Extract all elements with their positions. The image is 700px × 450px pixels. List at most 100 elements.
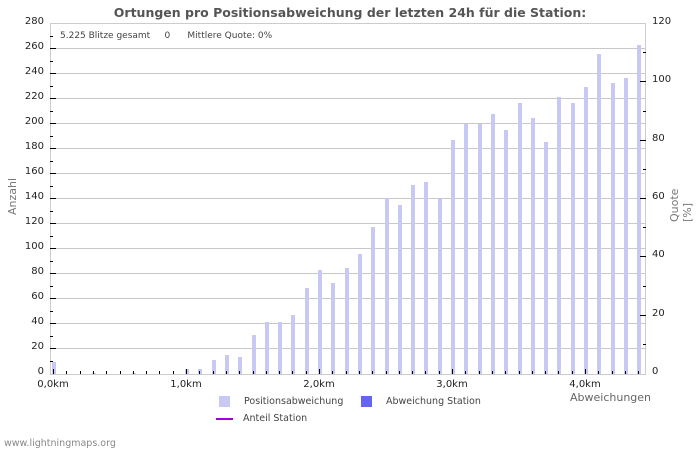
y-tick-label: 0 xyxy=(37,366,44,377)
legend-item-positionsabweichung: Positionsabweichung xyxy=(219,396,343,407)
x-tick xyxy=(425,371,427,374)
y-tick-label: 140 xyxy=(24,191,44,202)
bar xyxy=(424,181,429,374)
bar xyxy=(504,130,509,374)
y-right-tick-label: 120 xyxy=(652,16,672,27)
x-tick xyxy=(638,371,640,374)
y-tick-label: 260 xyxy=(24,41,44,52)
y-tick xyxy=(50,223,56,224)
bar xyxy=(344,267,349,374)
y-tick xyxy=(50,35,53,37)
x-tick xyxy=(186,369,187,374)
y-tick xyxy=(50,298,56,299)
bar xyxy=(570,102,575,374)
x-tick xyxy=(53,369,54,374)
bar xyxy=(357,254,362,374)
bar xyxy=(623,77,628,374)
y-right-tick xyxy=(643,285,646,287)
y-right-tick-label: 80 xyxy=(652,132,665,144)
y-tick xyxy=(50,185,53,187)
x-tick xyxy=(106,371,108,374)
y-tick-label: 160 xyxy=(24,166,44,177)
x-tick xyxy=(332,371,334,374)
x-tick xyxy=(279,371,281,374)
y-tick xyxy=(50,98,56,99)
y-right-tick xyxy=(643,343,646,345)
legend-line-icon xyxy=(216,417,233,420)
y-right-tick-label: 100 xyxy=(652,74,672,86)
y-tick xyxy=(50,348,56,349)
y-tick xyxy=(50,310,53,312)
x-tick xyxy=(611,371,613,374)
x-tick xyxy=(319,369,320,374)
x-tick xyxy=(225,371,227,374)
legend-label: Abweichung Station xyxy=(386,396,481,407)
bar xyxy=(52,361,56,374)
y-tick-label: 100 xyxy=(24,241,44,252)
y-right-tick-label: 60 xyxy=(652,191,665,202)
y-tick xyxy=(50,123,56,124)
bar xyxy=(597,54,602,374)
y-right-tick xyxy=(640,314,646,316)
y-tick xyxy=(50,160,53,162)
y-tick-label: 120 xyxy=(24,216,44,227)
bar xyxy=(490,114,495,374)
gridline xyxy=(51,198,645,199)
y-tick-label: 280 xyxy=(24,16,44,27)
y-tick xyxy=(50,110,53,112)
y-tick xyxy=(50,60,53,62)
y-tick xyxy=(50,335,53,337)
y-right-tick xyxy=(640,256,646,258)
bar xyxy=(517,102,522,374)
y-tick-label: 220 xyxy=(24,91,44,102)
x-tick xyxy=(212,371,214,374)
y-axis-title-right: Quote [%] xyxy=(668,188,694,222)
bar xyxy=(530,117,535,374)
bar xyxy=(411,185,416,374)
footer-link[interactable]: www.lightningmaps.org xyxy=(4,438,116,449)
y-tick-label: 80 xyxy=(31,266,44,277)
bar xyxy=(544,141,549,374)
bar xyxy=(131,372,136,374)
y-tick xyxy=(50,48,56,49)
y-tick xyxy=(50,210,53,212)
y-tick xyxy=(50,285,53,287)
bar xyxy=(397,205,402,374)
x-tick xyxy=(571,371,573,374)
x-tick xyxy=(79,371,81,374)
gridline xyxy=(51,48,645,49)
x-tick xyxy=(239,371,241,374)
bar xyxy=(211,360,216,374)
y-tick xyxy=(50,198,56,199)
y-right-tick xyxy=(640,198,646,199)
bar xyxy=(464,124,469,374)
x-tick xyxy=(531,371,533,374)
x-tick xyxy=(412,371,414,374)
x-tick xyxy=(545,371,547,374)
legend-item-anteil-station: Anteil Station xyxy=(216,413,307,424)
x-axis-title: Abweichungen xyxy=(570,391,652,404)
gridline xyxy=(51,248,645,249)
bar xyxy=(584,86,588,374)
y-tick xyxy=(50,248,56,249)
bar xyxy=(477,124,482,374)
y-tick-label: 200 xyxy=(24,116,44,127)
x-tick xyxy=(119,371,121,374)
bar xyxy=(637,45,642,374)
x-tick xyxy=(252,371,254,374)
bar xyxy=(278,321,283,374)
bar xyxy=(264,321,269,374)
y-tick-label: 240 xyxy=(24,66,44,77)
bar xyxy=(384,197,389,374)
bar xyxy=(318,270,322,374)
x-tick xyxy=(491,371,493,374)
x-tick xyxy=(478,371,480,374)
y-right-tick xyxy=(643,227,646,229)
y-tick xyxy=(50,85,53,87)
x-tick xyxy=(505,371,507,374)
y-tick-label: 180 xyxy=(24,141,44,152)
y-right-tick-label: 40 xyxy=(652,249,665,261)
bar xyxy=(185,369,189,374)
x-tick xyxy=(438,371,440,374)
legend-label: Anteil Station xyxy=(243,413,308,424)
